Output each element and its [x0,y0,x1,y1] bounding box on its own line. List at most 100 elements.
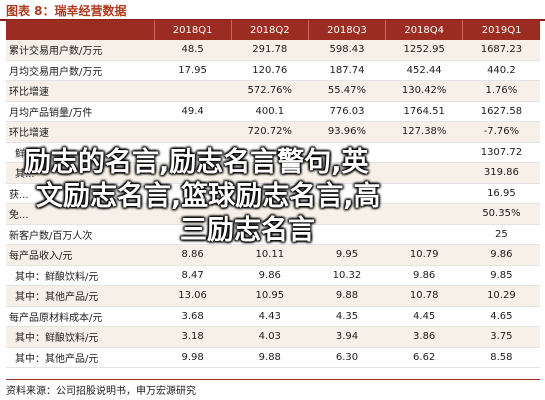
table-cell: 4.03 [231,326,309,348]
table-row: 累计交易用户数/万元 48.5 291.78 598.43 1252.95 1687.23 [6,40,540,61]
table-cell: -7.76% [462,121,540,143]
table-cell [385,224,463,245]
table-cell [385,162,463,184]
header-cell: 2018Q1 [154,20,232,40]
table-cell [308,203,386,225]
table-cell: 93.96% [308,121,386,143]
table-cell: 10.11 [231,244,309,266]
table-cell: 8.58 [462,347,540,368]
header-cell: 2018Q2 [231,20,309,40]
table-cell: 25 [462,224,540,245]
table-cell: 3.94 [308,326,386,348]
overlay-line: 励志的名言,励志名言警句,英 [24,147,369,178]
table-cell [154,203,232,225]
table-row: 环比增速 720.72% 93.96% 127.38% -7.76% [6,121,540,143]
table-cell: 3.75 [462,326,540,348]
document-title: 图表 8：瑞幸经营数据 [6,4,127,18]
table-cell: 187.74 [308,60,386,81]
table-cell: 10.29 [462,285,540,307]
table-row: 每产品收入/元 8.86 10.11 9.95 10.79 9.86 [6,244,540,266]
row-label: 鲜... [6,142,155,163]
table-cell: 9.86 [385,265,463,286]
row-label: 其中：鲜酿饮料/元 [6,265,155,286]
table-cell: 4.45 [385,306,463,327]
table-cell [231,162,309,184]
table-cell: 48.5 [154,40,232,61]
row-label: 免... [6,203,155,225]
table-cell: 1.76% [462,80,540,102]
table-row: 每产品原材料成本/元 3.68 4.43 4.35 4.45 4.65 [6,306,540,327]
row-label: 其中：鲜酿饮料/元 [6,326,155,348]
source-note: 资料来源：公司招股说明书，申万宏源研究 [6,386,196,397]
table-cell: 9.85 [462,265,540,286]
row-label: 每产品原材料成本/元 [6,306,155,327]
table-cell: 3.18 [154,326,232,348]
table-cell: 8.47 [154,265,232,286]
table-cell: 10.95 [231,285,309,307]
table-cell [154,224,232,245]
table-cell [154,183,232,204]
table-row: 其... 319.86 [6,162,540,184]
table-cell [385,183,463,204]
table-row: 其中：其他产品/元 9.98 9.88 6.30 6.62 8.58 [6,347,540,368]
table-row: 月均交易用户数/万元 17.95 120.76 187.74 452.44 440.2 [6,60,540,81]
table-row: 其中：鲜酿饮料/元 8.47 9.86 10.32 9.86 9.85 [6,265,540,286]
header-cell: 2019Q1 [462,20,540,40]
watermark-overlay-text: 励志的名言,励志名言警句,英 文励志名言,篮球励志名言,高 三励志名言 [24,146,524,248]
header-cell: 2018Q4 [385,20,464,40]
table-cell [385,203,463,225]
operating-data-table: 2018Q1 2018Q2 2018Q3 2018Q4 2019Q1 累计交易用… [6,20,540,368]
table-cell: 291.78 [231,40,309,61]
footer-divider [6,379,540,380]
table-cell [231,142,309,163]
row-label: 环比增速 [6,121,155,143]
table-cell [385,142,463,163]
table-cell: 400.1 [231,101,309,122]
row-label: 获... [6,183,155,204]
row-label: 新客户数/百万人次 [6,224,155,245]
table-cell: 9.86 [231,265,309,286]
table-row: 鲜... 1307.72 [6,142,540,163]
table-cell: 9.86 [462,244,540,266]
table-row: 新客户数/百万人次 25 [6,224,540,245]
table-cell: 1627.58 [462,101,540,122]
table-cell [308,142,386,163]
table-cell: 55.47% [308,80,386,102]
table-cell [154,80,232,102]
header-cell [6,20,155,40]
table-cell: 6.30 [308,347,386,368]
row-label: 其中：其他产品/元 [6,285,155,307]
table-cell: 130.42% [385,80,463,102]
table-cell [308,224,386,245]
table-cell: 1687.23 [462,40,540,61]
table-cell: 4.43 [231,306,309,327]
table-cell: 9.98 [154,347,232,368]
table-cell: 1252.95 [385,40,463,61]
table-cell: 17.95 [154,60,232,81]
row-label: 其... [6,162,155,184]
table-cell [231,224,309,245]
table-cell: 3.68 [154,306,232,327]
table-cell: 49.4 [154,101,232,122]
table-header-row: 2018Q1 2018Q2 2018Q3 2018Q4 2019Q1 [6,20,540,40]
table-cell [308,162,386,184]
table-cell: 10.78 [385,285,463,307]
table-cell: 120.76 [231,60,309,81]
table-cell: 572.76% [231,80,309,102]
table-cell: 440.2 [462,60,540,81]
table-cell: 9.95 [308,244,386,266]
overlay-line: 文励志名言,篮球励志名言,高 [36,181,381,212]
table-cell: 9.88 [231,347,309,368]
table-cell: 3.86 [385,326,463,348]
table-row: 免... 50.35% [6,203,540,225]
header-cell: 2018Q3 [308,20,387,40]
table-cell [308,183,386,204]
table-row: 其中：其他产品/元 13.06 10.95 9.88 10.78 10.29 [6,285,540,307]
table-cell [231,183,309,204]
row-label: 累计交易用户数/万元 [6,40,155,61]
overlay-line: 三励志名言 [180,215,315,246]
table-row: 其中：鲜酿饮料/元 3.18 4.03 3.94 3.86 3.75 [6,326,540,348]
table-cell: 127.38% [385,121,463,143]
row-label: 环比增速 [6,80,155,102]
table-cell: 16.95 [462,183,540,204]
